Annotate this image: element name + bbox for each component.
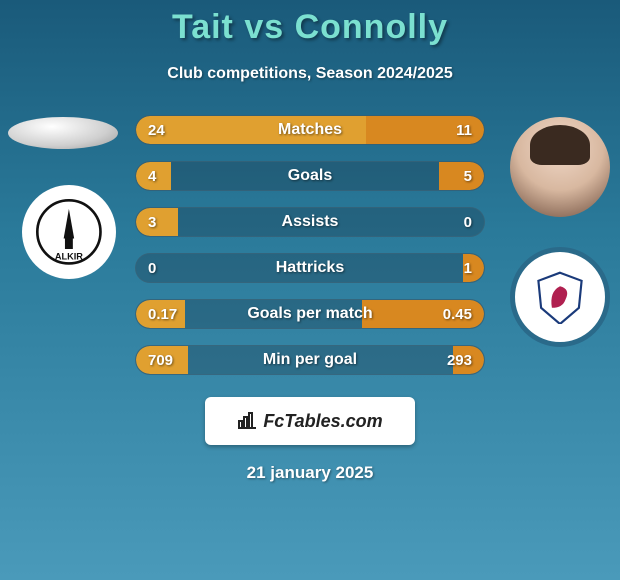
comparison-card: Tait vs Connolly Club competitions, Seas… <box>0 0 620 483</box>
svg-text:ALKIR: ALKIR <box>55 252 83 262</box>
player-right-avatar <box>510 117 610 217</box>
stat-row: 01Hattricks <box>135 253 485 283</box>
stat-label: Assists <box>136 213 484 231</box>
stat-row: 2411Matches <box>135 115 485 145</box>
player-right-club-badge <box>510 247 610 347</box>
stat-row: 45Goals <box>135 161 485 191</box>
stat-label: Goals per match <box>136 305 484 323</box>
stat-row: 30Assists <box>135 207 485 237</box>
brand-text: FcTables.com <box>263 411 382 432</box>
club-right-icon <box>533 270 587 324</box>
page-title: Tait vs Connolly <box>0 8 620 47</box>
chart-icon <box>237 409 257 434</box>
player-left-club-badge: ALKIR <box>22 185 116 279</box>
stat-row: 709293Min per goal <box>135 345 485 375</box>
brand-badge[interactable]: FcTables.com <box>205 397 415 445</box>
main-area: ALKIR 2411Matches 45Goals 30Assists 01Hattr… <box>0 113 620 383</box>
player-left-avatar <box>8 117 118 149</box>
subtitle: Club competitions, Season 2024/2025 <box>0 65 620 83</box>
stat-label: Hattricks <box>136 259 484 277</box>
stat-label: Min per goal <box>136 351 484 369</box>
stat-row: 0.170.45Goals per match <box>135 299 485 329</box>
date-text: 21 january 2025 <box>0 463 620 483</box>
stat-label: Matches <box>136 121 484 139</box>
stat-bars: 2411Matches 45Goals 30Assists 01Hattricks 0.… <box>135 115 485 391</box>
stat-label: Goals <box>136 167 484 185</box>
club-left-icon: ALKIR <box>36 199 102 265</box>
